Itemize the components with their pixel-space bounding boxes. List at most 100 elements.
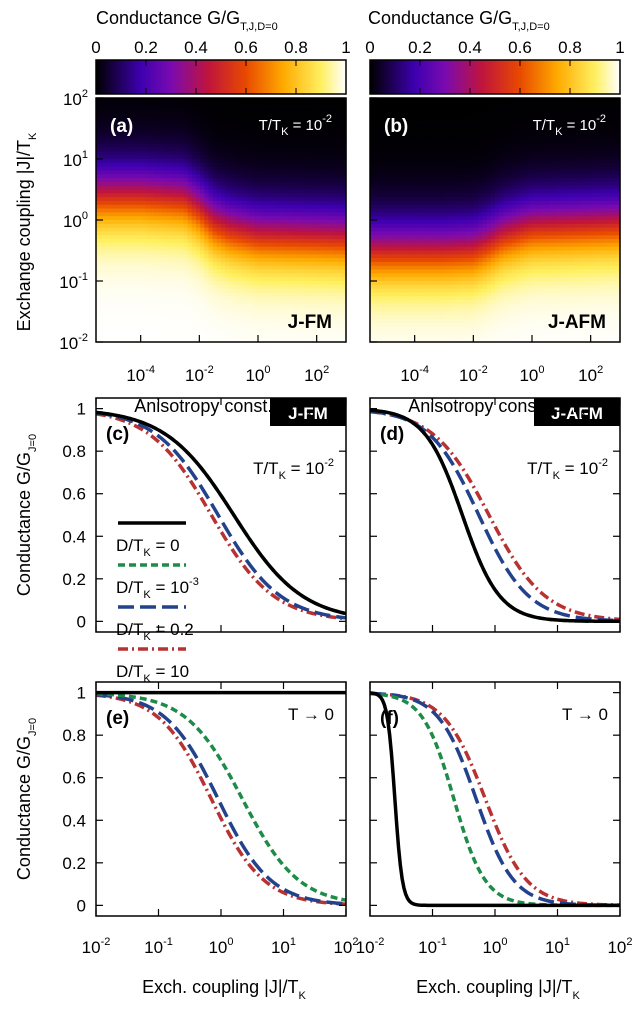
heatmap-cell [100,117,105,122]
heatmap-cell [390,288,396,294]
heatmap-cell [386,101,392,107]
heatmap-cell [166,181,172,187]
heatmap-cell [158,162,164,168]
heatmap-cell [432,139,438,145]
heatmap-cell [141,288,147,294]
heatmap-cell [216,281,222,286]
heatmap-cell [241,242,247,248]
heatmap-cell [96,269,101,274]
heatmap-cell [146,109,151,114]
heatmap-cell [266,326,272,332]
heatmap-cell [158,300,164,305]
heatmap-cell [428,193,434,198]
heatmap-cell [296,311,301,316]
heatmap-cell [141,319,147,324]
heatmap-cell [411,151,417,156]
heatmap-cell [258,193,264,198]
heatmap-cell [341,124,347,130]
heatmap-cell [386,159,392,164]
heatmap-cell [212,170,218,175]
heatmap-cell [104,319,110,324]
heatmap-cell [129,300,135,305]
heatmap-cell [321,330,326,335]
heatmap-cell [254,292,260,297]
heatmap-cell [279,239,285,244]
heatmap-cell [191,101,197,107]
heatmap-cell [137,155,143,160]
heatmap-cell [283,315,289,320]
heatmap-cell [420,113,425,118]
heatmap-cell [262,212,268,217]
heatmap-cell [250,231,255,236]
heatmap-cell [424,216,429,221]
heatmap-cell [116,254,122,259]
heatmap-cell [204,178,210,183]
heatmap-cell [146,159,151,164]
heatmap-cell [407,315,413,320]
heatmap-cell [258,101,264,107]
heatmap-cell [108,265,114,271]
heatmap-cell [104,265,110,271]
heatmap-cell [321,208,326,213]
heatmap-cell [312,143,318,149]
heatmap-cell [141,254,147,259]
heatmap-cell [233,319,239,324]
heatmap-cell [258,254,264,259]
heatmap-cell [154,109,160,114]
heatmap-cell [337,151,343,156]
heatmap-cell [171,284,176,290]
heatmap-cell [262,227,268,233]
heatmap-cell [337,261,343,267]
heatmap-cell [262,204,268,210]
heatmap-cell [146,261,151,267]
heatmap-cell [262,159,268,164]
heatmap-cell [216,128,222,133]
heatmap-cell [287,200,293,206]
heatmap-cell [304,261,310,267]
heatmap-cell [150,132,155,137]
heatmap-cell [196,265,201,271]
heatmap-cell [428,319,434,324]
heatmap-cell [158,296,164,301]
heatmap-cell [312,334,318,339]
heatmap-cell [378,315,384,320]
heatmap-cell [403,151,409,156]
heatmap-cell [420,281,425,286]
heatmap-cell [329,303,335,309]
tick-exponent: 0 [82,210,88,222]
heatmap-cell [304,197,310,202]
heatmap-cell [241,227,247,233]
heatmap-cell [296,147,301,152]
label-exp: -2 [322,113,332,125]
heatmap-cell [337,231,343,236]
heatmap-cell [424,292,429,297]
heatmap-cell [246,189,251,194]
heatmap-cell [158,303,164,309]
model-label: J-FM [288,312,332,333]
heatmap-cell [296,109,301,114]
heatmap-cell [254,128,260,133]
heatmap-cell [233,120,239,126]
heatmap-cell [271,223,276,229]
heatmap-cell [208,147,214,152]
heatmap-cell [225,330,230,335]
heatmap-cell [254,273,260,278]
heatmap-cell [424,181,429,187]
heatmap-cell [141,105,147,111]
heatmap-cell [171,223,176,229]
heatmap-cell [221,303,226,309]
heatmap-cell [420,311,425,316]
heatmap-cell [316,227,322,233]
heatmap-cell [420,174,425,179]
heatmap-cell [411,330,417,335]
heatmap-cell [266,231,272,236]
heatmap-cell [146,227,151,233]
heatmap-cell [204,117,210,122]
heatmap-cell [407,159,413,164]
heatmap-cell [325,124,330,130]
heatmap-cell [275,109,280,114]
heatmap-cell [100,120,105,126]
heatmap-cell [436,269,442,274]
heatmap-cell [250,98,255,103]
heatmap-cell [183,109,189,114]
